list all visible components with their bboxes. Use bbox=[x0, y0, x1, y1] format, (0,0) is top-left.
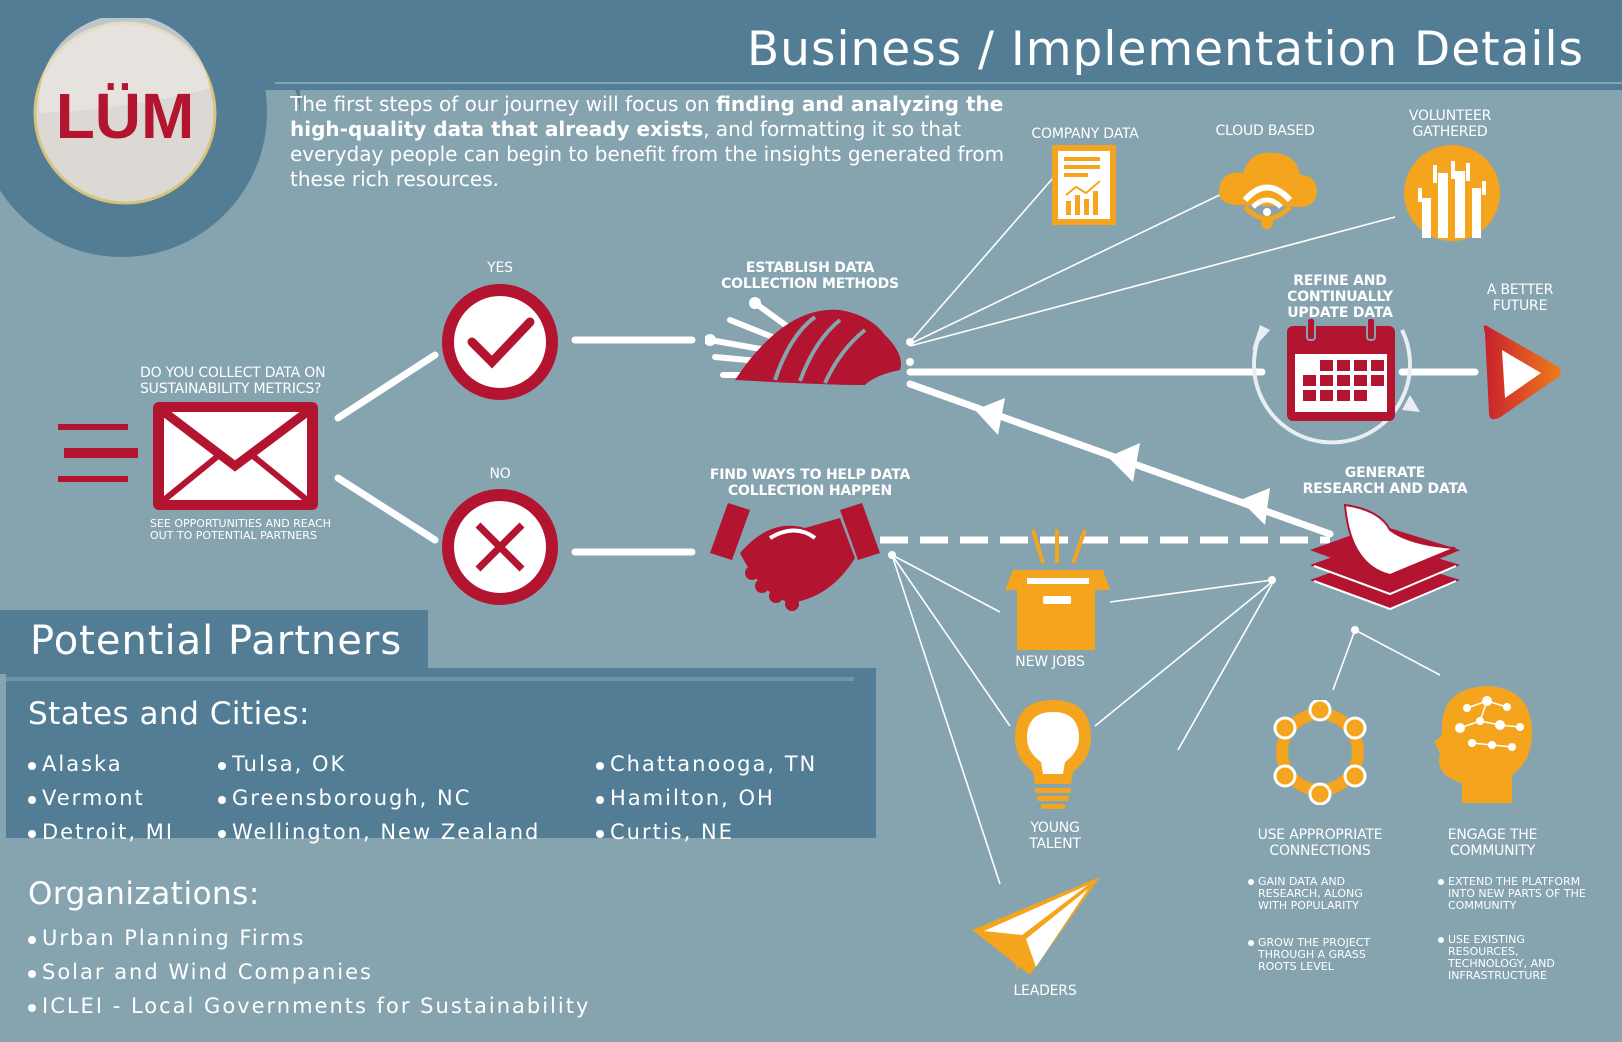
document-chart-icon bbox=[1052, 145, 1116, 225]
states-divider bbox=[6, 677, 854, 681]
partners-title: Potential Partners bbox=[30, 618, 403, 664]
new-jobs-label: NEW JOBS bbox=[1015, 654, 1085, 670]
state-item: Wellington, New Zealand bbox=[218, 820, 540, 844]
intro-text-2: , and formatting it so that everyday peo… bbox=[290, 117, 1005, 191]
young-talent-label: YOUNG TALENT bbox=[1029, 820, 1081, 852]
community-bullet-2: USE EXISTING RESOURCES, TECHNOLOGY, AND INF… bbox=[1438, 934, 1608, 982]
no-label: NO bbox=[489, 466, 511, 482]
better-future-label: A BETTER FUTURE bbox=[1486, 282, 1554, 314]
data-collection-icon bbox=[705, 297, 901, 385]
intro-paragraph: The first steps of our journey will focu… bbox=[290, 92, 1010, 192]
connections-ring-icon bbox=[1273, 700, 1367, 805]
header-edge bbox=[275, 82, 1622, 84]
company-data-label: COMPANY DATA bbox=[1031, 126, 1139, 142]
paper-plane-icon bbox=[972, 877, 1100, 975]
header-band-top bbox=[0, 0, 1622, 120]
play-arrow-icon bbox=[1483, 325, 1561, 420]
state-item: Greensborough, NC bbox=[218, 786, 471, 810]
cloud-based-label: CLOUD BASED bbox=[1215, 123, 1315, 139]
yes-label: YES bbox=[487, 260, 513, 276]
envelope-icon bbox=[58, 402, 318, 510]
state-item: Hamilton, OH bbox=[596, 786, 775, 810]
check-circle-icon bbox=[442, 284, 558, 400]
raised-hands-icon bbox=[1404, 145, 1500, 241]
connections-label: USE APPROPRIATE CONNECTIONS bbox=[1257, 827, 1383, 859]
handshake-icon bbox=[710, 503, 880, 611]
lum-logo: LÜM bbox=[33, 18, 217, 205]
see-opportunities-label: SEE OPPORTUNITIES AND REACH OUT TO POTENT… bbox=[150, 517, 332, 542]
lightbulb-icon bbox=[1015, 700, 1091, 809]
generate-label: GENERATE RESEARCH AND DATA bbox=[1302, 465, 1468, 497]
organization-item: Solar and Wind Companies bbox=[28, 960, 373, 984]
partners-title-band bbox=[0, 610, 428, 674]
leaders-label: LEADERS bbox=[1013, 983, 1077, 999]
state-item: Detroit, MI bbox=[28, 820, 174, 844]
establish-label: ESTABLISH DATA COLLECTION METHODS bbox=[721, 260, 899, 292]
states-panel bbox=[6, 668, 876, 838]
calendar-icon bbox=[1287, 318, 1395, 421]
community-label: ENGAGE THE COMMUNITY bbox=[1447, 827, 1538, 859]
box-icon bbox=[1005, 529, 1110, 650]
brain-head-icon bbox=[1434, 686, 1532, 803]
community-bullet-1: EXTEND THE PLATFORM INTO NEW PARTS OF THE… bbox=[1438, 876, 1608, 912]
volunteer-label: VOLUNTEER GATHERED bbox=[1408, 108, 1492, 140]
paper-stack-icon bbox=[1310, 503, 1460, 611]
state-item: Chattanooga, TN bbox=[596, 752, 817, 776]
x-circle-icon bbox=[442, 489, 558, 605]
intro-text-bold: finding and analyzing the high-quality d… bbox=[290, 92, 1004, 141]
state-item: Curtis, NE bbox=[596, 820, 734, 844]
connections-bullet-2: GROW THE PROJECT THROUGH A GRASS ROOTS LEV… bbox=[1248, 937, 1408, 973]
refine-label: REFINE AND CONTINUALLY UPDATE DATA bbox=[1287, 273, 1393, 321]
state-item: Vermont bbox=[28, 786, 145, 810]
organization-item: Urban Planning Firms bbox=[28, 926, 305, 950]
organizations-heading: Organizations: bbox=[28, 876, 260, 912]
connections-bullet-1: GAIN DATA AND RESEARCH, ALONG WITH POPULAR… bbox=[1248, 876, 1408, 912]
question-label: DO YOU COLLECT DATA ON SUSTAINABILITY MET… bbox=[140, 365, 326, 397]
cloud-wifi-icon bbox=[1219, 152, 1317, 229]
state-item: Tulsa, OK bbox=[218, 752, 346, 776]
find-ways-label: FIND WAYS TO HELP DATA COLLECTION HAPPEN bbox=[709, 467, 911, 499]
page-title: Business / Implementation Details bbox=[746, 22, 1584, 77]
state-item: Alaska bbox=[28, 752, 123, 776]
logo-text: LÜM bbox=[56, 80, 195, 152]
states-heading: States and Cities: bbox=[28, 696, 310, 732]
intro-text-1: The first steps of our journey will focu… bbox=[290, 92, 717, 116]
organization-item: ICLEI - Local Governments for Sustainabi… bbox=[28, 994, 590, 1018]
